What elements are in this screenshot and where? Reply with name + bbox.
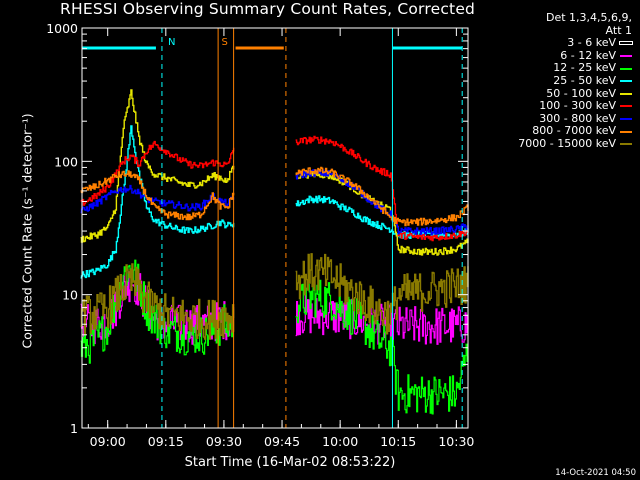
- legend-entry-label: 800 - 7000 keV: [532, 124, 616, 138]
- legend-header-line2: Att 1: [605, 23, 632, 37]
- legend-swatch: [620, 130, 632, 133]
- series-line-7: [80, 166, 469, 227]
- series-line-3: [80, 125, 469, 279]
- legend-swatch: [620, 55, 632, 58]
- plot-frame: [81, 27, 469, 429]
- legend-entry: 100 - 300 keV: [518, 100, 632, 113]
- annotation-label-1: S: [222, 37, 228, 48]
- x-tick-label-0: 09:00: [90, 434, 126, 449]
- legend-entry-label: 300 - 800 keV: [539, 111, 616, 125]
- legend-swatch: [620, 67, 632, 70]
- legend-swatch: [620, 143, 632, 146]
- x-tick-label-2: 09:30: [206, 434, 242, 449]
- legend-entries: 3 - 6 keV 6 - 12 keV 12 - 25 keV 25 - 50 ke…: [518, 36, 633, 151]
- legend-swatch: [620, 80, 632, 83]
- timestamp: 14-Oct-2021 04:50: [555, 468, 636, 478]
- legend: Det 1,3,4,5,6,9, Att 1 3 - 6 keV 6 - 12 k…: [518, 11, 633, 151]
- series-line-8: [80, 253, 469, 340]
- legend-entry-label: 100 - 300 keV: [539, 99, 616, 113]
- ticks-layer: 09:00 09:15 09:30 09:45 10:00 10:15 10:30 1 10 10…: [46, 21, 474, 449]
- chart-title: RHESSI Observing Summary Count Rates, Co…: [60, 0, 476, 18]
- legend-entry-label: 3 - 6 keV: [567, 36, 616, 50]
- series-line-2: [80, 259, 469, 415]
- series-layer: [80, 89, 469, 429]
- legend-entry: 800 - 7000 keV: [518, 125, 632, 138]
- legend-entry: 50 - 100 keV: [518, 86, 632, 101]
- legend-swatch: [620, 92, 632, 95]
- series-line-5: [80, 135, 469, 242]
- legend-entry-label: 7000 - 15000 keV: [518, 136, 616, 150]
- legend-entry-label: 50 - 100 keV: [546, 86, 616, 100]
- x-tick-label-6: 10:30: [438, 434, 474, 449]
- legend-entry: 25 - 50 keV: [518, 73, 632, 88]
- x-tick-label-3: 09:45: [264, 434, 300, 449]
- x-axis-label: Start Time (16-Mar-02 08:53:22): [184, 455, 396, 470]
- x-tick-label-1: 09:15: [148, 434, 184, 449]
- legend-entry: 3 - 6 keV: [518, 36, 633, 50]
- annotation-label-0: N: [168, 37, 175, 48]
- y-tick-label-3: 1000: [46, 21, 78, 36]
- legend-header-line1: Det 1,3,4,5,6,9,: [545, 11, 632, 24]
- legend-entry-label: 6 - 12 keV: [560, 48, 616, 62]
- series-line-6: [80, 169, 469, 236]
- series-line-4: [80, 89, 469, 256]
- legend-entry-label: 25 - 50 keV: [553, 73, 616, 87]
- legend-entry: 7000 - 15000 keV: [518, 136, 632, 151]
- legend-entry: 300 - 800 keV: [518, 111, 632, 126]
- y-tick-label-2: 100: [54, 154, 78, 169]
- legend-entry: 12 - 25 keV: [518, 62, 632, 75]
- legend-entry-label: 12 - 25 keV: [553, 61, 616, 75]
- y-axis-label: Corrected Count Rate (s⁻¹ detector⁻¹): [19, 113, 35, 349]
- y-tick-label-0: 1: [70, 421, 78, 436]
- legend-swatch: [619, 41, 633, 46]
- series-line-0: [80, 286, 469, 429]
- x-tick-label-4: 10:00: [322, 434, 358, 449]
- x-tick-label-5: 10:15: [380, 434, 416, 449]
- legend-swatch: [620, 118, 632, 121]
- vertical-lines-layer: [161, 28, 463, 428]
- y-tick-label-1: 10: [62, 288, 78, 303]
- legend-swatch: [620, 105, 632, 108]
- legend-entry: 6 - 12 keV: [518, 48, 632, 63]
